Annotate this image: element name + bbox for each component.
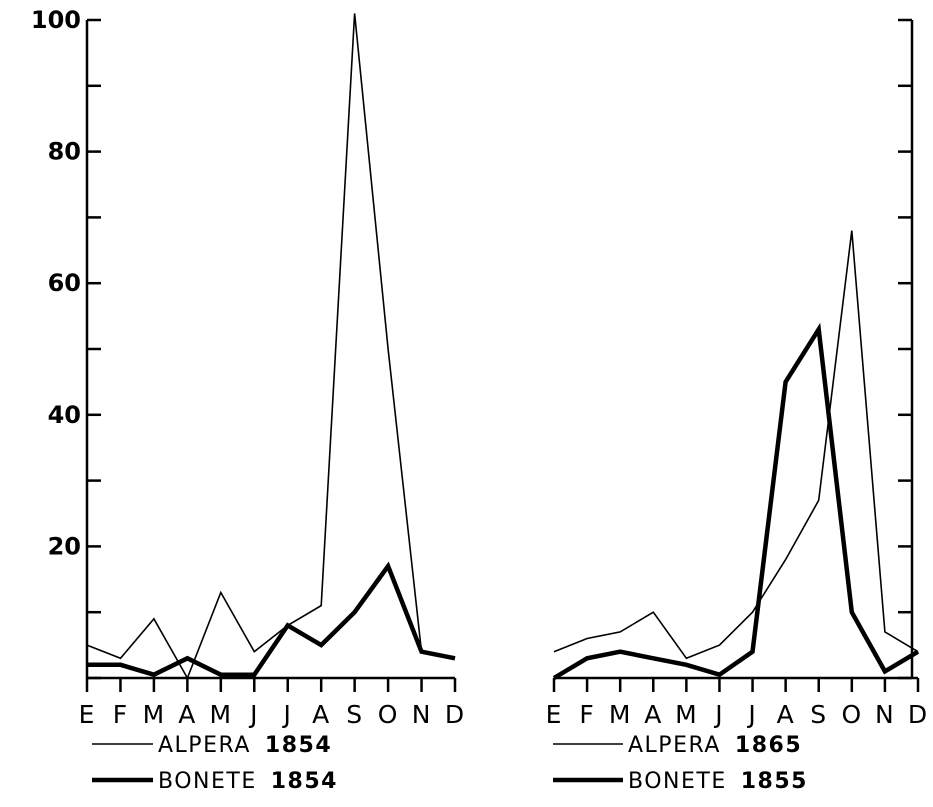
x-tick-label: N [412, 700, 432, 729]
x-tick-label: J [713, 700, 723, 729]
x-tick-label: M [609, 700, 632, 729]
legend-series-year: 1854 [265, 733, 332, 758]
legend-series-name: ALPERA [158, 733, 251, 758]
legend-series-name: BONETE [628, 769, 727, 794]
series-line-bonete-1854 [87, 561, 456, 678]
series-line-alpera-1865 [553, 230, 919, 660]
x-tick-label: A [644, 700, 662, 729]
y-tick-label: 100 [31, 6, 81, 34]
legend-label: BONETE 1854 [158, 769, 338, 794]
x-tick-label: N [875, 700, 895, 729]
x-tick-label: M [143, 700, 166, 729]
x-tick-label: O [841, 700, 862, 729]
x-tick-label: J [282, 700, 292, 729]
x-tick-label: F [579, 700, 594, 729]
y-tick-label: 80 [48, 138, 81, 166]
x-tick-label: E [546, 700, 563, 729]
x-tick-label: J [248, 700, 258, 729]
y-tick-label: 60 [48, 269, 81, 297]
x-tick-label: M [675, 700, 698, 729]
legend-series-name: BONETE [158, 769, 257, 794]
x-tick-label: A [312, 700, 330, 729]
legend-label: ALPERA 1854 [158, 733, 332, 758]
x-tick-label: A [777, 700, 795, 729]
x-tick-label: J [746, 700, 756, 729]
series-line-bonete-1855 [552, 322, 920, 680]
x-tick-label: M [210, 700, 233, 729]
legend-series-year: 1865 [735, 733, 802, 758]
x-tick-label: D [445, 700, 465, 729]
x-tick-label: S [810, 700, 827, 729]
x-tick-label: A [178, 700, 196, 729]
x-tick-label: D [908, 700, 928, 729]
y-tick-label: 20 [48, 532, 81, 560]
legend-label: BONETE 1855 [628, 769, 808, 794]
x-tick-label: F [113, 700, 128, 729]
legend-series-name: ALPERA [628, 733, 721, 758]
legend-series-year: 1854 [271, 769, 338, 794]
series-line-alpera-1854 [86, 13, 456, 680]
legend-series-year: 1855 [741, 769, 808, 794]
y-tick-label: 40 [48, 401, 81, 429]
x-tick-label: E [79, 700, 96, 729]
x-tick-label: S [346, 700, 363, 729]
x-tick-label: O [378, 700, 399, 729]
legend-label: ALPERA 1865 [628, 733, 802, 758]
